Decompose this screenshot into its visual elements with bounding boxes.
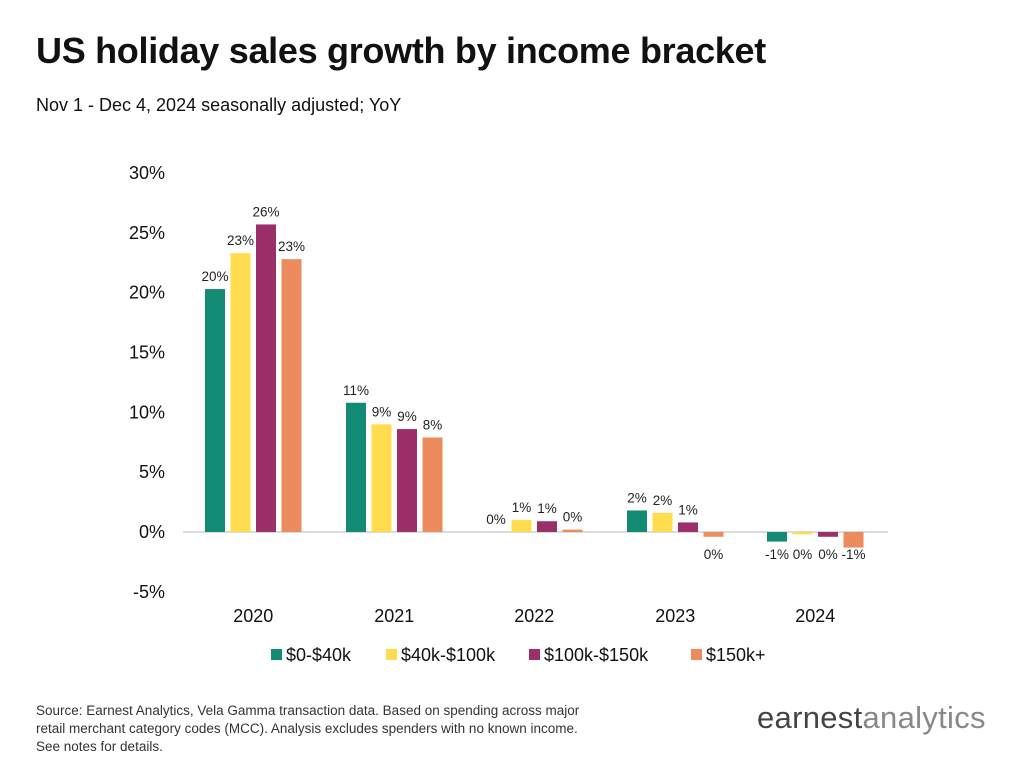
x-tick-label: 2023 — [655, 606, 695, 626]
legend-swatch — [386, 649, 397, 660]
data-label: 0% — [704, 547, 724, 562]
data-label: 11% — [343, 383, 369, 398]
y-tick-label: 10% — [129, 402, 165, 422]
bar — [281, 259, 302, 532]
source-note: Source: Earnest Analytics, Vela Gamma tr… — [36, 703, 580, 754]
x-tick-label: 2024 — [795, 606, 835, 626]
bar — [537, 521, 557, 532]
bar — [256, 224, 276, 532]
data-label: 0% — [563, 510, 583, 525]
data-label: 0% — [793, 547, 813, 562]
data-label: 2% — [653, 493, 673, 508]
bar — [792, 532, 813, 535]
legend-label: $40k-$100k — [401, 645, 496, 665]
brand-logo-part1: earnest — [757, 700, 863, 735]
y-tick-label: 0% — [139, 522, 165, 542]
bar — [397, 429, 417, 532]
y-tick-label: 20% — [129, 283, 165, 303]
bar — [205, 289, 225, 532]
data-label: 26% — [252, 204, 279, 219]
bar — [627, 510, 647, 532]
legend-label: $0-$40k — [286, 645, 352, 665]
bar — [346, 402, 366, 532]
legend-swatch — [691, 649, 702, 660]
bar — [511, 520, 532, 532]
data-label: -1% — [841, 547, 865, 562]
bar — [652, 512, 673, 532]
bar-chart: 30% 25% 20% 15% 10% 5% 0% -5% 20% 23% 26% 23% 2020 11… — [129, 163, 888, 665]
bar — [767, 532, 787, 542]
data-label: 23% — [278, 239, 305, 254]
data-label: 1% — [537, 501, 557, 516]
data-label: 0% — [818, 547, 838, 562]
x-tick-label: 2020 — [233, 606, 273, 626]
data-label: 23% — [227, 233, 254, 248]
y-tick-label: 5% — [139, 462, 165, 482]
bar — [703, 532, 724, 537]
bar — [422, 437, 443, 532]
bar — [843, 532, 864, 548]
brand-logo-part2: analytics — [862, 700, 986, 735]
bar — [818, 532, 838, 537]
legend-label: $100k-$150k — [544, 645, 649, 665]
legend-swatch — [271, 649, 282, 660]
bar — [562, 529, 583, 532]
y-tick-label: -5% — [133, 582, 165, 602]
data-label: -1% — [765, 547, 789, 562]
legend-label: $150k+ — [706, 645, 766, 665]
data-label: 8% — [423, 417, 443, 432]
data-label: 1% — [512, 500, 532, 515]
y-tick-label: 15% — [129, 343, 165, 363]
bar — [371, 424, 392, 532]
x-tick-label: 2021 — [374, 606, 414, 626]
bar — [678, 522, 698, 532]
chart-title: US holiday sales growth by income bracke… — [36, 30, 766, 71]
data-label: 20% — [201, 269, 228, 284]
brand-logo: earnestanalytics — [757, 700, 986, 736]
y-tick-label: 30% — [129, 163, 165, 183]
y-tick-label: 25% — [129, 223, 165, 243]
data-label: 2% — [627, 490, 647, 505]
legend-swatch — [529, 649, 540, 660]
chart-subtitle: Nov 1 - Dec 4, 2024 seasonally adjusted;… — [36, 95, 402, 115]
data-label: 1% — [678, 502, 698, 517]
data-label: 0% — [486, 512, 506, 527]
bar — [230, 253, 251, 532]
data-label: 9% — [397, 409, 417, 424]
x-tick-label: 2022 — [514, 606, 554, 626]
data-label: 9% — [372, 404, 392, 419]
